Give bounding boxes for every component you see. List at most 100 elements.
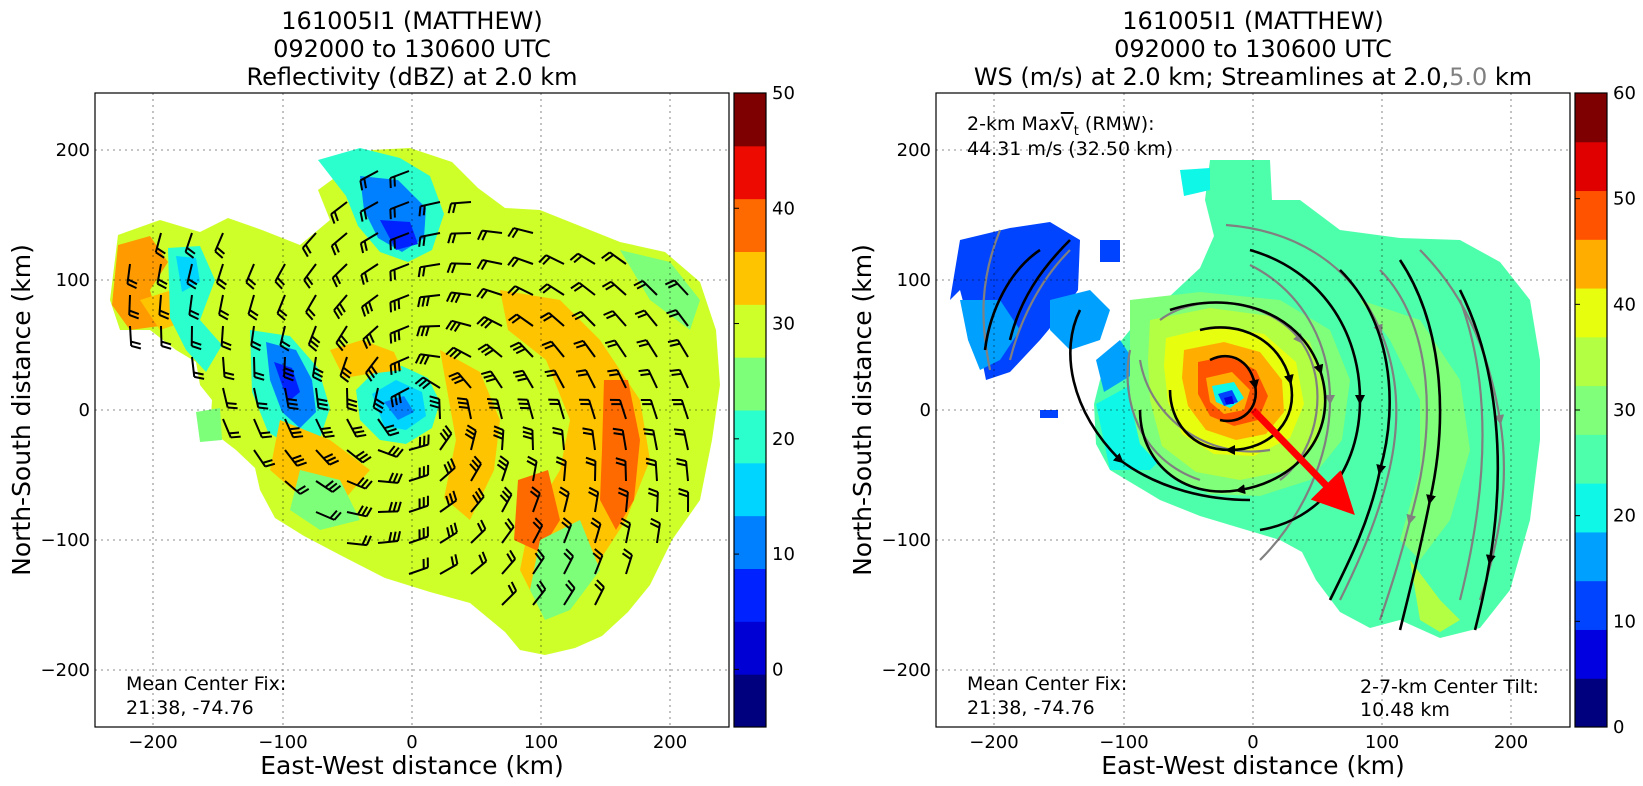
wind-barb-flag [359,211,364,222]
wind-barb-flag [254,376,265,381]
wind-barb [283,356,286,378]
wind-barb-flag [527,455,538,463]
wind-barb-flag [511,228,519,239]
wind-barb [377,540,399,544]
wind-barb [546,283,565,296]
wind-barb-flag [362,338,369,349]
wind-barb-flag [365,535,372,546]
wind-barb [673,279,689,296]
wind-barb [451,291,472,296]
wind-barb-flag [664,279,675,286]
wind-barb [186,263,193,284]
wind-barb [250,325,255,346]
wind-barb-flag [454,554,459,565]
wind-barb-flag [671,372,682,376]
wind-barb-flag [392,531,397,542]
wind-barb-flag [480,346,491,354]
right-colorbar-frame [1574,92,1608,728]
wind-barb [346,480,366,490]
wind-barb [470,430,477,451]
wind-barb [501,429,505,451]
wind-barb-flag [305,311,314,321]
colorbar-segment [734,674,766,728]
wind-barb-flag [465,428,476,436]
wind-barb-flag [398,393,402,404]
wind-barb-flag [552,431,563,436]
wind-barb-flag [129,309,140,315]
wind-barb-flag [454,293,461,304]
wind-barb-flag [510,581,518,592]
wind-barb-flag [396,531,402,542]
wind-barb-flag [507,285,516,294]
wind-barb-flag [309,339,319,348]
wind-barb-flag [503,486,513,496]
wind-barb [276,294,286,314]
wind-barb-flag [645,462,657,467]
wind-barb [307,325,317,346]
wind-barb-flag [429,404,440,409]
wind-barb-flag [617,491,628,498]
wind-barb-flag [358,453,369,461]
wind-barb-flag [483,374,494,379]
wind-barb-flag [360,306,367,317]
wind-barb-flag [191,340,202,346]
colorbar-segment [734,357,766,411]
center-tilt-arrow [1250,407,1355,516]
wind-barb-flag [458,405,469,410]
wind-barb [680,399,689,420]
wind-barb-flag [493,434,504,440]
wind-barb-flag [582,427,593,432]
wind-barb-flag [636,339,647,344]
wind-barb-flag [552,426,563,432]
y-tick: −100 [41,530,90,551]
wind-barb-flag [249,309,259,317]
wind-barb-flag [283,371,295,378]
wind-barb-flag [296,461,307,467]
wind-barb-flag [342,366,352,375]
wind-barb [303,263,317,281]
colorbar-tick-label: 30 [1613,400,1636,421]
wind-barb-flag [262,459,273,464]
wind-barb [361,294,379,308]
wind-barb-flag [230,435,241,439]
wind-barb-flag [326,456,337,463]
wind-barb-flag [363,240,368,251]
wind-barb-flag [634,309,645,315]
wind-barb [408,443,429,451]
wind-barb-flag [365,507,373,517]
wind-barb-flag [363,178,367,189]
wind-barb-flag [389,431,400,437]
wind-barb-flag [331,277,338,288]
wind-barb-flag [303,279,311,289]
wind-barb-flag [509,549,517,560]
wind-barb-flag [388,472,395,483]
wind-barb [214,232,224,252]
wind-barb-flag [570,281,580,290]
wind-barb [360,263,379,276]
wind-barb-flag [322,430,333,435]
wind-barb-flag [453,522,458,533]
wind-barb-flag [397,361,401,372]
wind-barb-flag [365,336,372,346]
wind-barb-flag [218,313,229,321]
wind-barb-flag [480,519,487,530]
right-axes-frame [935,92,1571,728]
wind-barb-flag [507,256,515,266]
wind-barb-flag [604,254,614,262]
wind-barb-flag [512,369,524,374]
wind-barb-flag [221,345,232,351]
title-3-grey: 5.0 [1449,63,1487,91]
wind-barb-flag [159,314,170,320]
left-panel: 161005I1 (MATTHEW) 092000 to 130600 UTC … [7,7,795,780]
wind-barb-flag [620,521,630,529]
wind-barb-flag [644,432,655,436]
wind-barb-flag [250,344,261,352]
y-tick: −200 [41,660,90,681]
wind-barb-flag [541,340,552,347]
wind-barb [610,280,627,296]
wind-barb-flag [226,402,237,405]
wind-barb-flag [638,368,649,373]
x-tick: −100 [258,732,307,753]
wind-barb-flag [522,426,533,431]
wind-barb-flag [612,427,623,432]
